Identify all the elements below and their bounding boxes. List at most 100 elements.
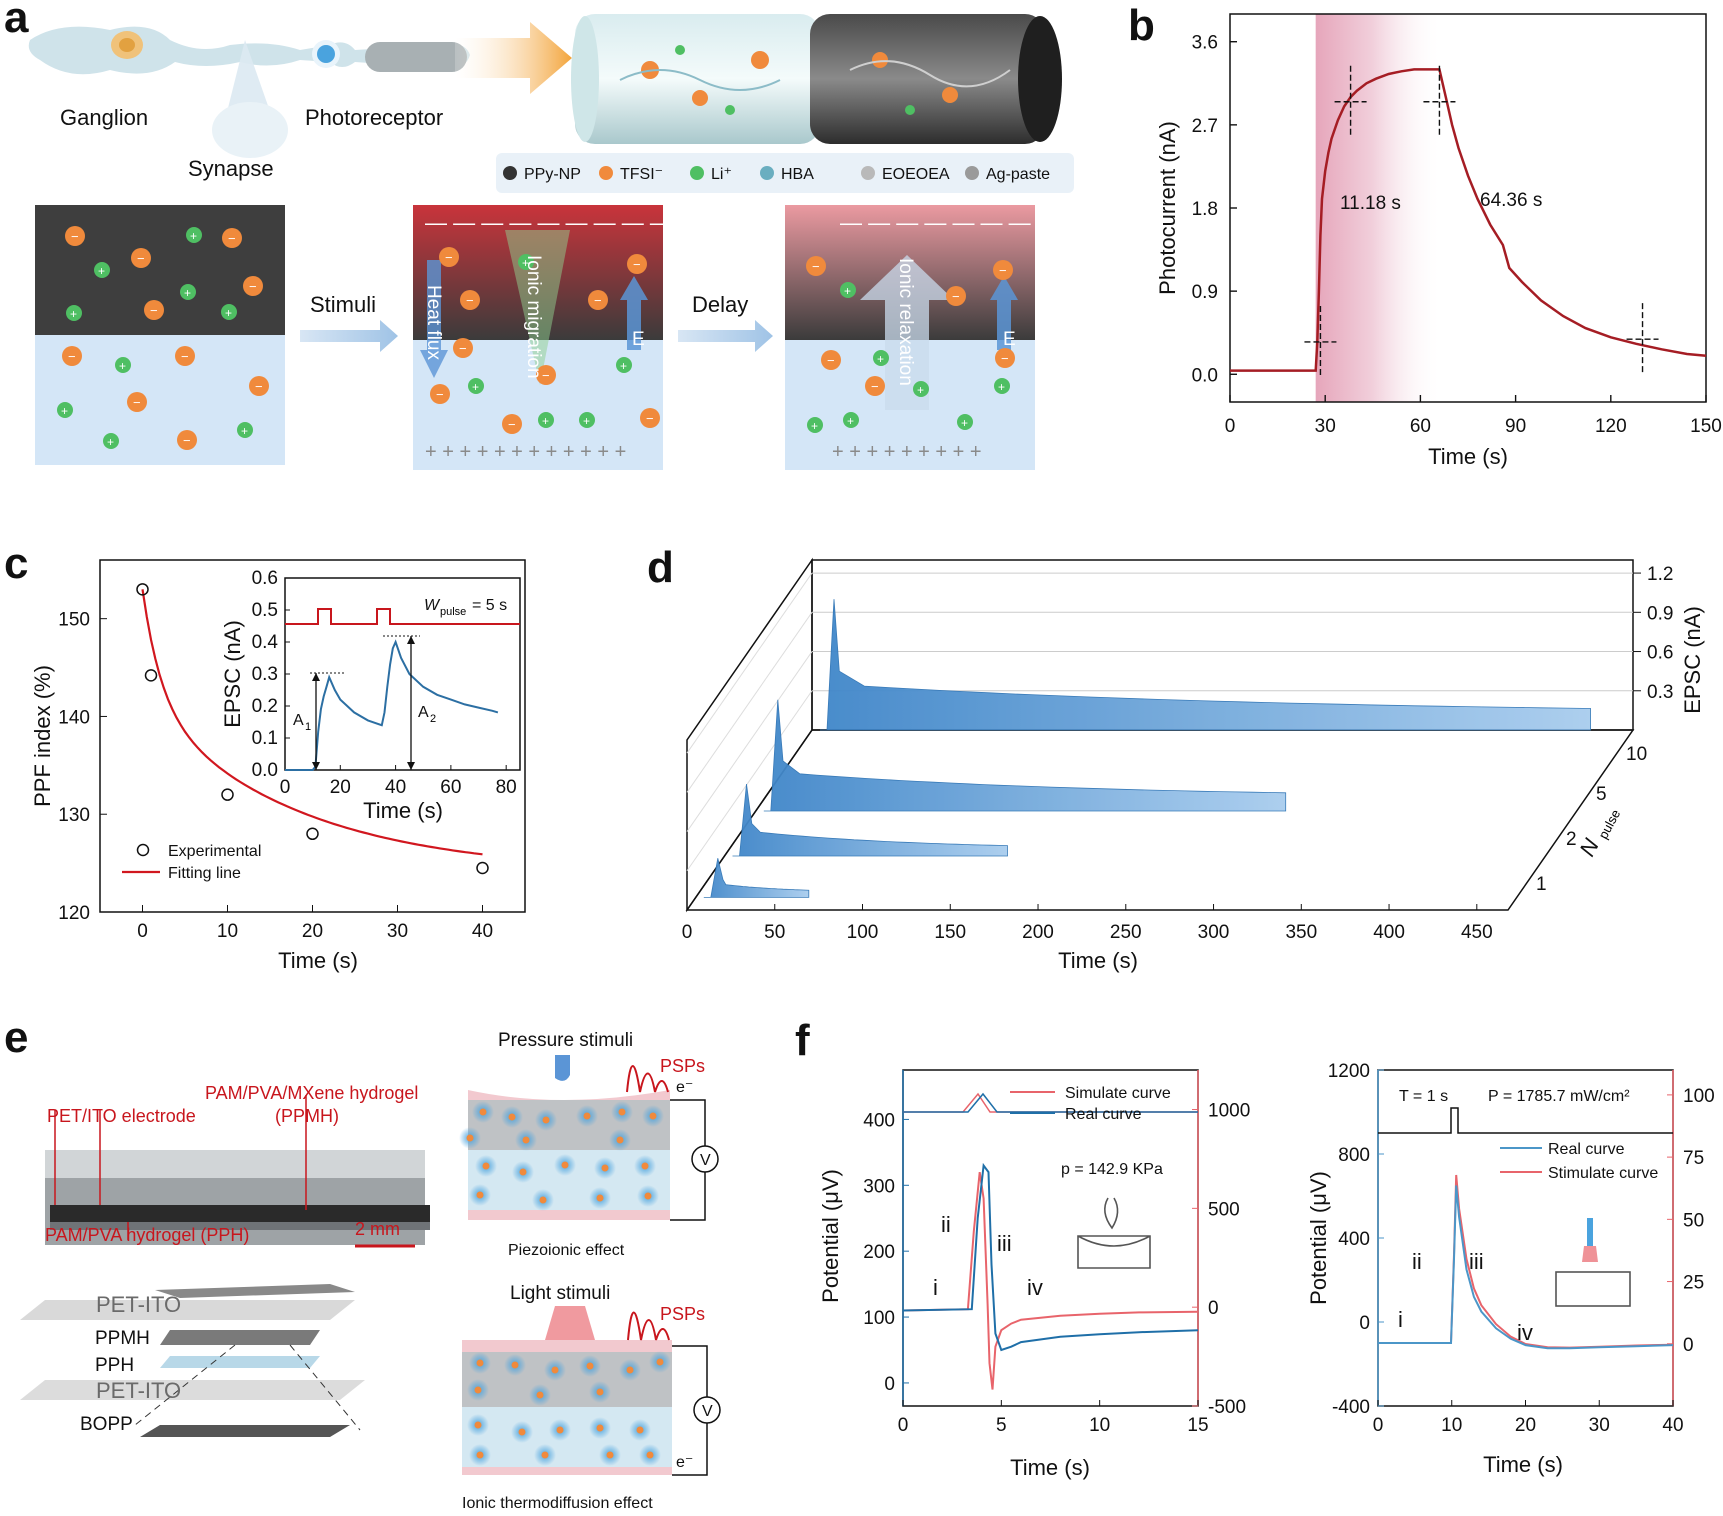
anion-24 [995, 348, 1015, 368]
anion-sign-14: − [459, 341, 467, 356]
f-left-legend-real-label: Real curve [1065, 1106, 1142, 1123]
pph-label: PAM/PVA hydrogel (PPH) [45, 1225, 249, 1245]
anion-sign-3: − [249, 279, 257, 294]
d-xtick-label-1: 50 [764, 922, 785, 943]
pulse-width-main: W [424, 597, 441, 614]
cation-2 [180, 284, 196, 300]
pressure-stimuli-label: Pressure stimuli [498, 1030, 633, 1051]
anion-12 [627, 254, 647, 274]
d-series-2 [732, 784, 1008, 857]
ppmh-label-2: (PPMH) [275, 1106, 339, 1126]
b-ytick-label-2: 1.8 [1192, 199, 1218, 220]
anion-sign-1: − [137, 251, 145, 266]
piezo-ion-9 [601, 1164, 609, 1172]
d-series-1 [703, 858, 810, 898]
layer-pet-ito-bottom [20, 1380, 365, 1400]
piezo-ion-4 [618, 1108, 626, 1116]
cation-sign-11: + [472, 380, 479, 394]
anion-20 [821, 350, 841, 370]
anion-sign-4: − [150, 303, 158, 318]
cation-sign-19: + [811, 419, 818, 433]
panel-a-letter: a [4, 0, 29, 42]
c-point-0 [136, 583, 149, 596]
delay-label: Delay [692, 292, 748, 317]
c-point-3 [306, 827, 319, 841]
c-point-4 [476, 861, 489, 875]
fr-y2tick-label-1: 25 [1683, 1273, 1704, 1294]
f-left-frame [902, 1069, 1199, 1407]
legend-label-2: Li⁺ [711, 166, 732, 183]
d-sidegrid-3 [686, 572, 813, 754]
press-icon [1077, 1197, 1151, 1269]
d-sidegrid-2 [686, 612, 813, 793]
inset-xlabel: Time (s) [363, 798, 443, 823]
anion-5 [62, 346, 82, 366]
finger-icon [555, 1055, 570, 1081]
f-left-phase-iv: iv [1027, 1275, 1043, 1300]
panel-c-ylabel: PPF index (%) [30, 665, 55, 807]
neuron-illustration [28, 26, 470, 158]
c-xtick-label-2: 20 [302, 921, 323, 942]
thermo-ion-8 [596, 1388, 604, 1396]
pet-ito-electrode-label: PET/ITO electrode [47, 1106, 196, 1126]
thermo-ion-11 [556, 1426, 564, 1434]
panel-c-letter: c [4, 539, 28, 588]
panel-a: a Ganglion Synapse Photoreceptor [4, 0, 1074, 470]
b-ytick-label-1: 0.9 [1192, 282, 1218, 303]
f-left-xlabel: Time (s) [1010, 1455, 1090, 1480]
anion-9 [177, 430, 197, 450]
component-legend: PPy-NP TFSI⁻ Li⁺ HBA EOEOEA Ag-paste [503, 166, 1050, 183]
panel-b-letter: b [1128, 1, 1155, 50]
panel-d-ylabel-sub: pulse [1595, 807, 1623, 841]
thermo-ion-10 [518, 1428, 526, 1436]
anion-sign-10: − [445, 250, 453, 265]
cation-sign-20: + [877, 352, 884, 366]
cation-11 [468, 378, 484, 394]
cation-sign-6: + [61, 404, 68, 418]
anion-16 [536, 365, 556, 385]
device-tube [571, 14, 1062, 144]
piezo-ion-11 [476, 1191, 484, 1199]
c-xtick-label-3: 30 [387, 921, 408, 942]
fr-ytick-label-3: 800 [1338, 1145, 1370, 1166]
fl-y2tick-label-1: 0 [1208, 1298, 1219, 1319]
d-xtick-label-2: 100 [847, 922, 879, 943]
psps-wave-1 [626, 1065, 669, 1093]
panel-b-ylabel: Photocurrent (nA) [1155, 121, 1180, 295]
f-right-xlabel: Time (s) [1483, 1452, 1563, 1477]
thermo-ion-13 [636, 1426, 644, 1434]
anion-sign-17: − [508, 417, 516, 432]
negative-charge-row: — — — — — — — — — — — [425, 210, 728, 235]
d-xtick-label-7: 350 [1285, 922, 1317, 943]
anion-sign-22: − [952, 289, 960, 304]
f-right-ylabel: Potential (μV) [1306, 1171, 1331, 1305]
f-left-pressure: p = 142.9 KPa [1061, 1161, 1163, 1178]
legend-swatch-2 [690, 166, 704, 180]
d-side-wall [686, 557, 813, 913]
f-right-frame [1377, 1069, 1674, 1407]
anion-14 [453, 338, 473, 358]
panel-b-xlabel: Time (s) [1428, 444, 1508, 469]
piezo-ion-16 [522, 1136, 530, 1144]
cation-sign-7: + [107, 435, 114, 449]
cation-sign-15: + [847, 414, 854, 428]
inset-ytick-label-4: 0.4 [252, 632, 279, 653]
decay-time-label: 64.36 s [1480, 190, 1542, 211]
light-source-icon [545, 1306, 595, 1340]
cation-0 [186, 227, 202, 243]
cation-10 [616, 357, 632, 373]
thermo-ion-17 [646, 1451, 654, 1459]
b-xtick-label-5: 150 [1690, 416, 1722, 437]
d-ztick-label-3: 1.2 [1647, 564, 1673, 585]
anion-1 [131, 248, 151, 268]
anion-0 [65, 226, 85, 246]
inset-xtick-label-2: 40 [385, 777, 406, 798]
f-right-legend-sim-label: Stimulate curve [1548, 1165, 1658, 1182]
b-ytick-label-3: 2.7 [1192, 116, 1218, 137]
anion-18 [640, 408, 660, 428]
fl-xtick-label-0: 0 [898, 1415, 909, 1436]
d-floor [685, 729, 1635, 911]
f-right-power: P = 1785.7 mW/cm² [1488, 1088, 1630, 1105]
